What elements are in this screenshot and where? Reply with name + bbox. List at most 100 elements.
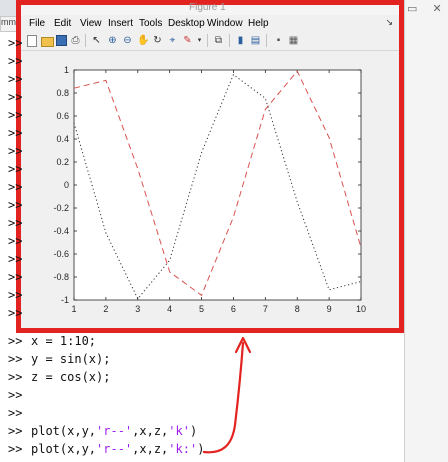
y-tick-label: -0.8 [53, 272, 69, 282]
command-prompt: >> [8, 406, 23, 420]
command-prompt: >> [8, 388, 23, 402]
y-tick-label: -0.4 [53, 226, 69, 236]
workspace-panel: ▭ ✕ [404, 0, 448, 462]
x-tick-label: 6 [231, 304, 236, 314]
figure-title: Figure 1 [189, 2, 226, 13]
menu-window[interactable]: Window [207, 18, 243, 29]
command-text: ) [197, 442, 205, 456]
axes-box [73, 69, 362, 301]
menu-edit[interactable]: Edit [54, 18, 72, 29]
y-tick-label: 0 [64, 180, 69, 190]
command-text: y = sin(x); [31, 352, 111, 366]
command-prompt: >> [8, 442, 23, 456]
command-prompt: >> [8, 252, 23, 266]
legend-icon[interactable]: ▤ [250, 35, 261, 46]
command-line: x = 1:10; [31, 334, 96, 348]
command-prompt: >> [8, 288, 23, 302]
x-tick-label: 8 [295, 304, 300, 314]
command-text: plot(x,y, [31, 442, 97, 456]
y-tick-label: -0.6 [53, 249, 69, 259]
zoom-out-icon[interactable]: ⊖ [123, 35, 132, 46]
toolbar-divider [85, 34, 86, 47]
command-prompt: >> [8, 216, 23, 230]
figure-window[interactable]: Figure 1 File Edit View Insert Tools Des… [16, 0, 404, 333]
y-tick-label: 1 [64, 65, 69, 75]
command-prompt: >> [8, 306, 23, 320]
y-tick-label: -0.2 [53, 203, 69, 213]
toolbar-divider [207, 34, 208, 47]
command-text: ,x,z, [132, 424, 169, 438]
y-tick-label: 0.6 [56, 111, 69, 121]
string-literal: 'r--' [96, 442, 133, 456]
rotate-icon[interactable]: ↻ [153, 35, 162, 46]
brush-dropdown-icon[interactable]: ▾ [197, 37, 202, 44]
command-prompt: >> [8, 108, 23, 122]
show-tools-icon[interactable]: ▦ [288, 35, 299, 46]
x-tick-label: 7 [263, 304, 268, 314]
command-prompt: >> [8, 144, 23, 158]
save-icon[interactable] [56, 35, 67, 46]
command-prompt: >> [8, 352, 23, 366]
line-chart[interactable]: -1 -0.8 -0.6 -0.4 -0.2 0 0.2 0.4 0.6 0.8 1 1 2 3 4 5 6 7… [21, 51, 399, 328]
x-tick-label: 1 [71, 304, 76, 314]
plot-series [73, 70, 362, 300]
command-prompt: >> [8, 198, 23, 212]
menubar-dock-icon[interactable]: ↘ [385, 17, 393, 27]
command-prompt: >> [8, 162, 23, 176]
command-text: ,x,z, [132, 442, 169, 456]
command-text: plot(x,y, [31, 424, 97, 438]
zoom-in-icon[interactable]: ⊕ [108, 35, 117, 46]
brush-icon[interactable]: ✎ [183, 35, 192, 46]
pointer-icon[interactable]: ↖ [92, 35, 101, 46]
pan-icon[interactable]: ✋ [137, 35, 150, 46]
toolbar-divider [229, 34, 230, 47]
command-line: plot(x,y,'r--',x,z,'k') [31, 424, 197, 438]
menu-file[interactable]: File [29, 18, 46, 29]
x-tick-label: 2 [103, 304, 108, 314]
command-prompt: >> [8, 370, 23, 384]
y-tick-label: 0.4 [56, 134, 69, 144]
menu-desktop[interactable]: Desktop [168, 18, 205, 29]
figure-title-bar[interactable]: Figure 1 [21, 2, 399, 15]
y-tick-label: -1 [61, 295, 69, 305]
command-prompt: >> [8, 234, 23, 248]
y-tick-label: 0.8 [56, 88, 69, 98]
command-prompt: >> [8, 54, 23, 68]
command-prompt: >> [8, 126, 23, 140]
x-axis: 1 2 3 4 5 6 7 8 9 10 [71, 70, 366, 314]
command-line: z = cos(x); [31, 370, 110, 384]
cosine-series-line [73, 73, 362, 300]
link-icon[interactable]: ⧉ [214, 35, 223, 46]
command-prompt: >> [8, 334, 23, 348]
menu-help[interactable]: Help [248, 18, 269, 29]
menu-tools[interactable]: Tools [139, 18, 163, 29]
figure-menubar: File Edit View Insert Tools Desktop Wind… [21, 15, 399, 32]
command-text: ) [189, 424, 198, 438]
string-literal: 'k:' [168, 442, 198, 456]
x-tick-label: 3 [135, 304, 140, 314]
string-literal: 'k' [168, 424, 190, 438]
string-literal: 'r--' [96, 424, 133, 438]
x-tick-label: 4 [167, 304, 172, 314]
print-icon[interactable]: ⎙ [71, 35, 80, 46]
command-line: y = sin(x); [31, 352, 110, 366]
menu-insert[interactable]: Insert [108, 18, 134, 29]
open-folder-icon[interactable] [41, 37, 54, 47]
toolbar-divider [266, 34, 267, 47]
data-cursor-icon[interactable]: ⌖ [169, 35, 176, 46]
command-prompt: >> [8, 90, 23, 104]
new-file-icon[interactable] [27, 35, 37, 47]
x-tick-label: 10 [356, 304, 366, 314]
command-prompt: >> [8, 270, 23, 284]
command-text: z = cos(x); [31, 370, 111, 384]
x-tick-label: 5 [199, 304, 204, 314]
command-prompt: >> [8, 424, 23, 438]
window-controls[interactable]: ▭ ✕ [407, 3, 448, 15]
command-prompt: >> [8, 72, 23, 86]
menu-view[interactable]: View [80, 18, 102, 29]
hide-tools-icon[interactable]: ▪ [276, 35, 281, 46]
figure-toolbar: ⎙ ↖ ⊕ ⊖ ✋ ↻ ⌖ ✎ ▾ ⧉ ▮ ▤ ▪ ▦ [21, 32, 399, 51]
y-axis: -1 -0.8 -0.6 -0.4 -0.2 0 0.2 0.4 0.6 0.8 1 [53, 65, 361, 305]
colorbar-icon[interactable]: ▮ [237, 35, 244, 46]
command-prompt: >> [8, 180, 23, 194]
